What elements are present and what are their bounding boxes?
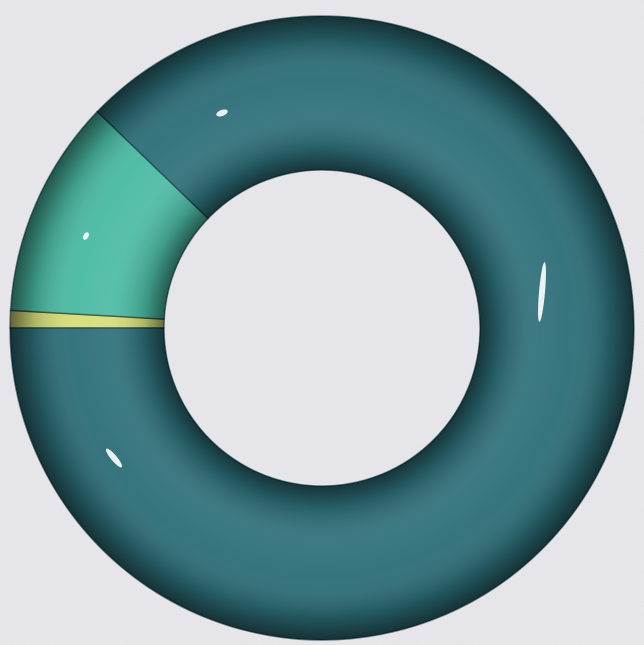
ring-shading <box>10 16 634 640</box>
gloss-spot <box>83 232 89 240</box>
gloss-spot <box>538 262 546 322</box>
gloss-spot <box>105 448 123 468</box>
gloss-highlights <box>83 109 546 468</box>
gloss-spot <box>216 109 228 117</box>
